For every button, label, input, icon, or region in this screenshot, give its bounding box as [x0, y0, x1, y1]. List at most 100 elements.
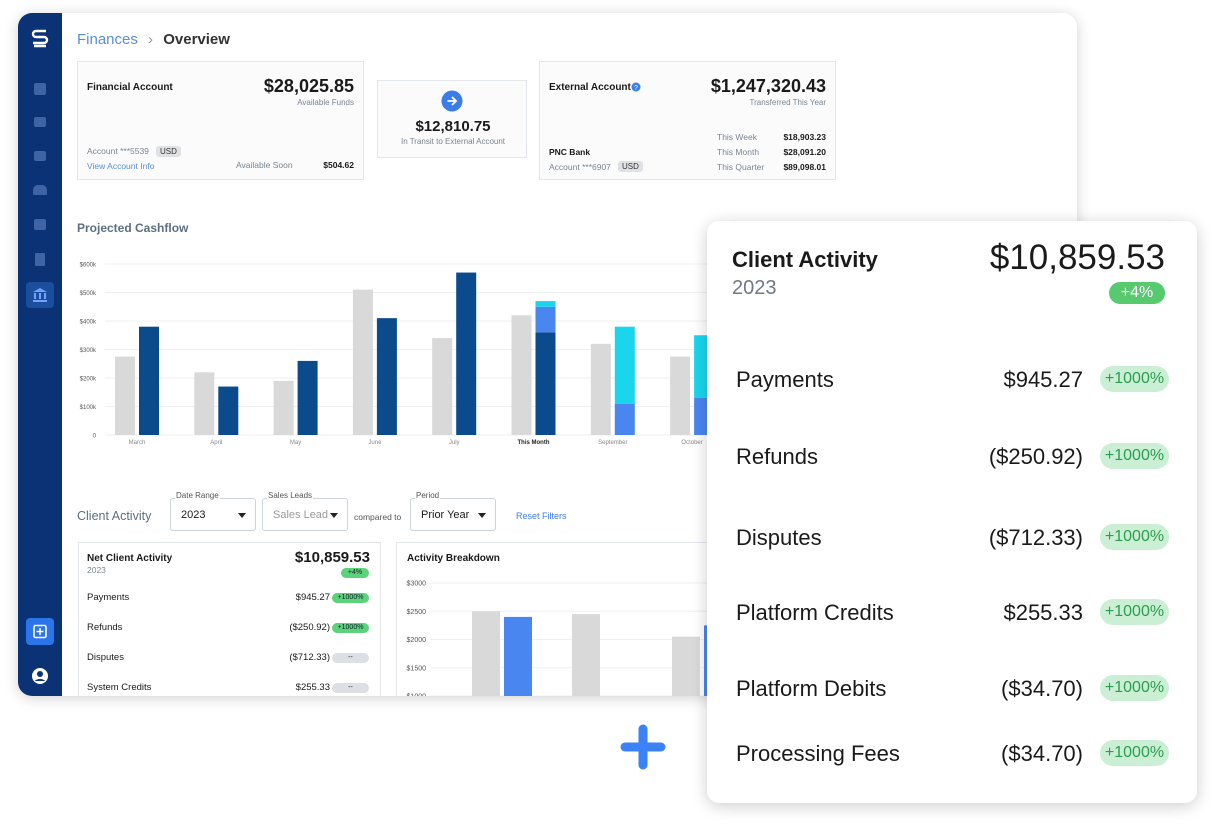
select-label: Sales Leads — [267, 491, 314, 500]
card-year: 2023 — [732, 277, 777, 299]
client-activity-card: Client Activity 2023 $10,859.53 +4% Paym… — [707, 221, 1197, 803]
net-activity-panel: Net Client Activity 2023 $10,859.53 +4% … — [78, 542, 381, 696]
y-tick-label: $300k — [80, 348, 97, 354]
plus-icon — [620, 724, 666, 770]
period-select[interactable]: Period Prior Year — [410, 491, 496, 531]
period-amount: $18,903.23 — [783, 132, 826, 142]
bar — [672, 636, 700, 696]
bank-name: PNC Bank — [549, 147, 591, 157]
account-number: Account ***6907 — [549, 162, 611, 172]
y-tick-label: $500k — [80, 291, 97, 297]
caret — [238, 513, 246, 518]
caret — [478, 513, 486, 518]
bar — [115, 356, 135, 435]
panel-title: Net Client Activity — [87, 553, 173, 564]
row-amount: $255.33 — [1003, 600, 1083, 625]
nav-icon[interactable] — [33, 185, 47, 195]
row-label: Refunds — [87, 622, 123, 633]
row-badge: -- — [332, 683, 369, 693]
row-label: Processing Fees — [736, 741, 900, 766]
svg-text:?: ? — [634, 85, 638, 92]
row-badge: +1000% — [332, 623, 369, 633]
card-title: Financial Account — [87, 82, 173, 93]
bank-icon — [33, 288, 47, 302]
section-title: Client Activity — [77, 509, 152, 523]
breadcrumb-parent[interactable]: Finances — [77, 31, 138, 48]
account-link[interactable]: View Account Info — [87, 161, 155, 171]
date-range-select[interactable]: Date Range 2023 — [170, 491, 256, 531]
nav-icon[interactable] — [34, 83, 46, 95]
account-number: Account ***5539 — [87, 146, 149, 156]
nav-icon-active[interactable] — [26, 282, 54, 308]
card-amount: $28,025.85 — [263, 76, 354, 96]
y-tick-label: $3000 — [407, 581, 427, 588]
row-label: Refunds — [736, 444, 818, 469]
row-badge: +1000% — [1100, 740, 1169, 766]
user-icon[interactable] — [31, 667, 49, 685]
external-account-card: External Account ? $1,247,320.43 Transfe… — [539, 61, 836, 180]
period-label: This Week — [717, 132, 757, 142]
bar — [218, 386, 239, 435]
change-badge: +4% — [1109, 282, 1165, 304]
y-tick-label: $100k — [80, 405, 97, 411]
bar — [614, 403, 635, 435]
card-amount: $1,247,320.43 — [710, 76, 826, 96]
x-tick-label: June — [368, 440, 382, 446]
x-tick-label: July — [449, 440, 460, 446]
x-tick-label: May — [290, 440, 301, 446]
sidebar — [18, 13, 62, 696]
period-label: This Quarter — [717, 162, 765, 172]
breadcrumb-separator: › — [148, 31, 154, 48]
soon-label: Available Soon — [236, 160, 293, 170]
bar — [352, 289, 373, 435]
row-badge: +1000% — [1100, 443, 1169, 469]
financial-account-card: Financial Account $28,025.85 Available F… — [77, 61, 364, 180]
period-amount: $28,091.20 — [783, 147, 826, 157]
period-label: This Month — [717, 147, 760, 157]
row-badge: +1000% — [1100, 675, 1169, 701]
breadcrumb-current: Overview — [163, 31, 230, 48]
card-caption: Transferred This Year — [749, 98, 826, 107]
x-tick-label: This Month — [518, 440, 550, 446]
x-tick-label: September — [598, 440, 627, 446]
row-label: Platform Debits — [736, 676, 887, 701]
select-label: Period — [415, 491, 441, 500]
nav-icon[interactable] — [34, 151, 46, 161]
nav-icon[interactable] — [34, 219, 46, 230]
card-caption: Available Funds — [297, 98, 354, 107]
row-amount: ($250.92) — [988, 444, 1083, 469]
nav-icon[interactable] — [34, 117, 46, 127]
help-icon[interactable]: ? — [631, 82, 641, 92]
transit-amount: $12,810.75 — [415, 118, 491, 135]
x-tick-label: October — [681, 440, 702, 446]
x-tick-label: March — [129, 440, 146, 446]
row-amount: ($34.70) — [1001, 741, 1083, 766]
nav-icon[interactable] — [35, 253, 45, 266]
row-badge: +1000% — [332, 593, 369, 603]
logo — [31, 29, 49, 48]
row-label: Payments — [736, 367, 834, 392]
bar — [376, 318, 397, 435]
add-button[interactable] — [26, 618, 54, 645]
y-tick-label: $2500 — [407, 609, 427, 616]
bar — [194, 372, 215, 435]
select-placeholder: Sales Lead — [273, 509, 329, 521]
select-value: 2023 — [181, 509, 206, 521]
row-label: Disputes — [736, 525, 822, 550]
row-amount: ($250.92) — [289, 622, 330, 633]
row-label: System Credits — [87, 682, 152, 693]
row-amount: $945.27 — [295, 592, 330, 603]
period-amount: $89,098.01 — [783, 162, 826, 172]
change-badge: +4% — [341, 568, 369, 578]
row-amount: ($712.33) — [988, 525, 1083, 550]
currency-badge: USD — [618, 161, 643, 172]
reset-filters[interactable]: Reset Filters — [516, 511, 567, 521]
card-title: Client Activity — [732, 247, 878, 272]
row-amount: $945.27 — [1003, 367, 1083, 392]
breadcrumb: Finances › Overview — [77, 31, 230, 48]
row-label: Payments — [87, 592, 130, 603]
soon-amount: $504.62 — [323, 160, 354, 170]
compared-text: compared to — [354, 512, 402, 522]
sales-leads-select[interactable]: Sales Leads Sales Lead — [262, 491, 348, 531]
